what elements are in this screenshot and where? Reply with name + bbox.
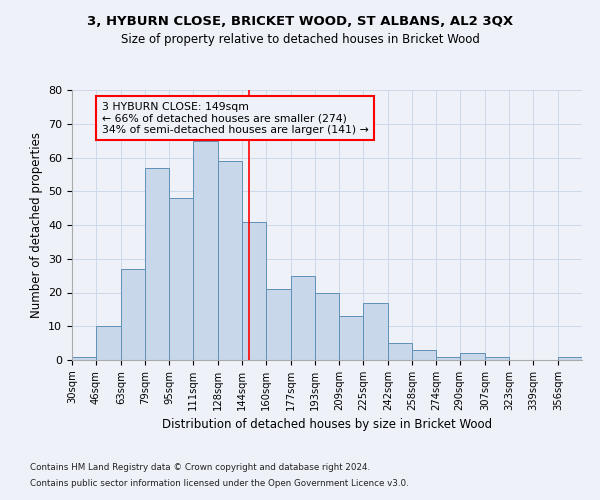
Y-axis label: Number of detached properties: Number of detached properties — [29, 132, 43, 318]
Bar — [412, 350, 436, 360]
X-axis label: Distribution of detached houses by size in Bricket Wood: Distribution of detached houses by size … — [162, 418, 492, 432]
Bar — [291, 276, 315, 360]
Bar — [96, 326, 121, 360]
Bar — [266, 289, 291, 360]
Text: 3 HYBURN CLOSE: 149sqm
← 66% of detached houses are smaller (274)
34% of semi-de: 3 HYBURN CLOSE: 149sqm ← 66% of detached… — [102, 102, 368, 135]
Bar — [460, 353, 485, 360]
Bar — [242, 222, 266, 360]
Bar — [121, 269, 145, 360]
Bar — [558, 356, 582, 360]
Bar — [388, 343, 412, 360]
Text: 3, HYBURN CLOSE, BRICKET WOOD, ST ALBANS, AL2 3QX: 3, HYBURN CLOSE, BRICKET WOOD, ST ALBANS… — [87, 15, 513, 28]
Bar — [363, 302, 388, 360]
Bar — [72, 356, 96, 360]
Bar — [339, 316, 363, 360]
Text: Contains HM Land Registry data © Crown copyright and database right 2024.: Contains HM Land Registry data © Crown c… — [30, 464, 370, 472]
Bar — [169, 198, 193, 360]
Text: Size of property relative to detached houses in Bricket Wood: Size of property relative to detached ho… — [121, 32, 479, 46]
Bar — [485, 356, 509, 360]
Bar — [436, 356, 460, 360]
Bar — [315, 292, 339, 360]
Bar — [145, 168, 169, 360]
Bar — [193, 140, 218, 360]
Bar — [218, 161, 242, 360]
Text: Contains public sector information licensed under the Open Government Licence v3: Contains public sector information licen… — [30, 478, 409, 488]
